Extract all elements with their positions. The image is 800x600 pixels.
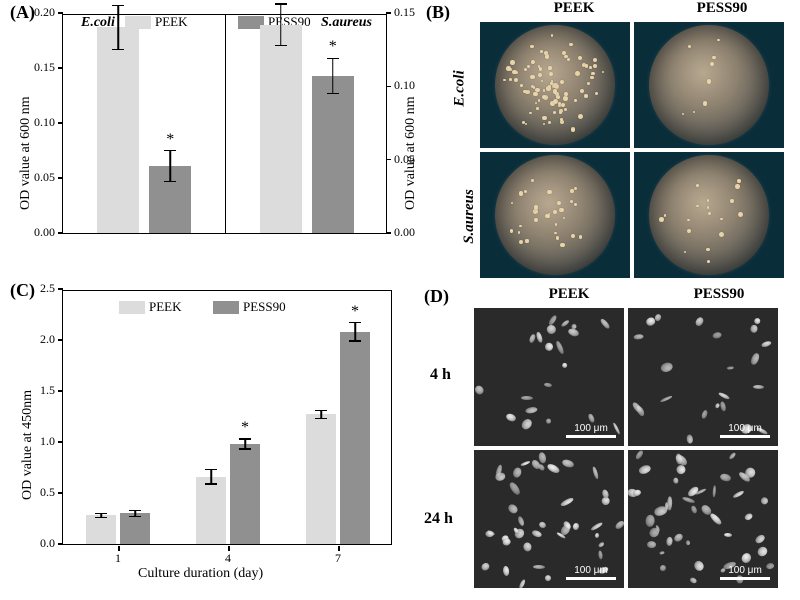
microscopy-image: 100 μm [628, 450, 778, 588]
petri-dish [480, 152, 630, 278]
panel-d-row-24h: 24 h [424, 510, 453, 528]
scale-bar: 100 μm [720, 565, 770, 580]
microscopy-image: 100 μm [474, 308, 624, 446]
scale-bar: 100 μm [566, 565, 616, 580]
panel-d-col-pess90: PESS90 [659, 286, 779, 303]
petri-dish [634, 22, 784, 148]
panel-c: (C) OD value at 450nm PEEK PESS90 ** 0.0… [8, 282, 408, 594]
panel-b-col-pess90: PESS90 [662, 0, 782, 17]
panel-c-plot: PEEK PESS90 ** 0.00.51.01.52.02.5 147 [62, 290, 392, 545]
panel-b-label: (B) [426, 2, 450, 23]
panel-c-xticks: 147 [63, 291, 391, 544]
panel-a-ylabel-left: OD value at 600 nm [18, 96, 34, 210]
petri-dish [634, 152, 784, 278]
panel-d-label: (D) [424, 286, 449, 307]
panel-b-row-saureus: S.aureus [461, 189, 478, 244]
microscopy-image: 100 μm [474, 450, 624, 588]
scale-bar: 100 μm [566, 423, 616, 438]
panel-c-xlabel: Culture duration (day) [138, 566, 263, 582]
panel-d-col-peek: PEEK [509, 286, 629, 303]
panel-d-row-4h: 4 h [430, 366, 451, 384]
microscopy-image: 100 μm [628, 308, 778, 446]
petri-dish [480, 22, 630, 148]
panel-b: (B) PEEK PESS90 E.coli S.aureus [424, 0, 796, 282]
scale-bar: 100 μm [720, 423, 770, 438]
panel-b-col-peek: PEEK [514, 0, 634, 17]
panel-a-plot: PEEK PESS90 E.coli S.aureus * * 0.000.05… [62, 14, 387, 234]
panel-a-right-ticks: 0.000.050.100.15 [63, 15, 386, 233]
panel-b-row-ecoli: E.coli [452, 70, 469, 106]
panel-a: (A) OD value at 600 nm OD value at 600 n… [8, 4, 408, 269]
panel-d: (D) PEEK PESS90 4 h 24 h 100 μm 100 μm 100… [424, 286, 796, 596]
